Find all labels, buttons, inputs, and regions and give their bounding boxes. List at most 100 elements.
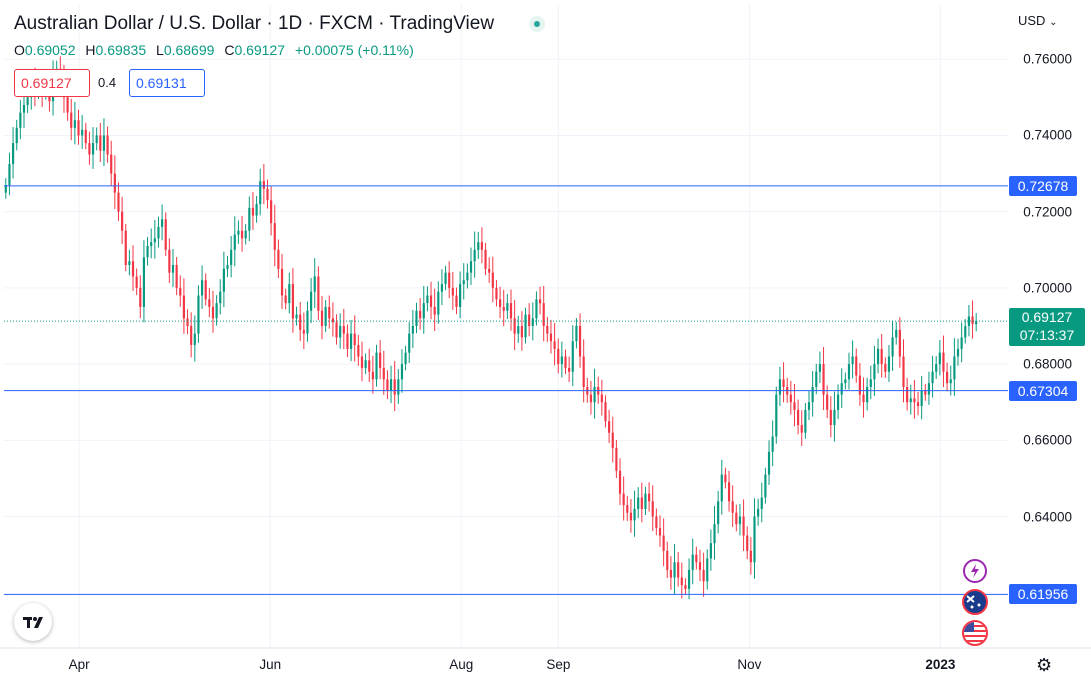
candle (898, 317, 901, 368)
candle (880, 334, 883, 378)
candle-body (19, 112, 22, 128)
candle-body (927, 383, 931, 395)
candle (717, 491, 720, 534)
candle-body (640, 497, 643, 509)
candle-body (720, 474, 723, 502)
candle-body (822, 364, 825, 395)
candle-body (15, 127, 18, 144)
candle-body (349, 333, 353, 349)
candle-body (415, 310, 418, 326)
candle-body (4, 185, 7, 193)
candle (139, 275, 142, 319)
candle (328, 295, 331, 329)
candle-body (240, 230, 244, 239)
candle-body (713, 524, 716, 544)
candle (179, 275, 182, 307)
candle (368, 348, 371, 383)
candle (77, 109, 80, 145)
candle-body (564, 356, 567, 368)
candle (920, 375, 923, 420)
candle-body (538, 299, 542, 304)
candle-body (826, 394, 829, 410)
lightning-event-icon[interactable] (963, 559, 987, 583)
candle-body (266, 188, 269, 201)
candle-body (335, 322, 338, 338)
candle (946, 362, 949, 392)
candle-body (898, 329, 901, 357)
market-status-icon[interactable] (529, 16, 545, 32)
candle-body (179, 287, 182, 296)
candle (142, 240, 146, 323)
candle (942, 335, 945, 388)
candle-body (709, 543, 712, 559)
candle (633, 490, 636, 537)
close-value: 0.69127 (234, 42, 286, 58)
candle-body (426, 295, 429, 304)
candle-body (117, 192, 120, 212)
candle (128, 249, 131, 276)
close-label: C (224, 42, 235, 58)
candle (618, 458, 622, 505)
candle-body (658, 527, 662, 536)
candle (578, 313, 582, 368)
candle (517, 315, 520, 343)
candle-body (433, 306, 436, 315)
candle (775, 386, 778, 444)
us-flag-icon[interactable] (962, 620, 988, 646)
candle (168, 238, 171, 283)
candle-body (731, 501, 734, 513)
candle (233, 216, 236, 267)
candle (902, 339, 905, 403)
candle-body (767, 451, 771, 475)
candle-body (473, 249, 476, 262)
candle (611, 416, 614, 463)
tradingview-logo-icon[interactable] (14, 603, 52, 641)
candle (357, 334, 360, 366)
candle (280, 253, 284, 309)
candle-body (451, 287, 454, 296)
candle-body (448, 272, 451, 288)
au-flag-icon[interactable] (962, 589, 988, 615)
candle (240, 215, 244, 252)
candle (822, 346, 825, 411)
candle (113, 155, 116, 210)
candle-body (935, 364, 938, 372)
gear-icon[interactable]: ⚙ (1036, 655, 1053, 675)
candle-body (956, 348, 960, 357)
candle-body (440, 284, 444, 292)
candle (200, 265, 204, 309)
high-value: 0.69835 (95, 42, 147, 58)
candle-body (66, 97, 69, 113)
candle (389, 365, 393, 404)
candle (891, 321, 894, 371)
buy-button[interactable]: 0.69131 (129, 69, 205, 97)
candle (629, 499, 633, 533)
candle-body (84, 129, 87, 144)
candle (371, 355, 374, 394)
candle-body (608, 421, 611, 433)
currency-selector[interactable]: USD ⌄ (1018, 13, 1057, 28)
candle-body (844, 379, 847, 384)
candle (549, 319, 553, 354)
sell-button[interactable]: 0.69127 (14, 69, 90, 97)
candle (364, 353, 367, 375)
candle-body (669, 569, 672, 578)
candle (782, 362, 785, 403)
candle-body (168, 249, 171, 273)
candle-body (437, 291, 440, 315)
x-tick-label: Aug (449, 657, 474, 672)
candle-body (124, 230, 127, 266)
candle-body (706, 558, 709, 582)
candle-body (222, 268, 225, 292)
candle-body (775, 394, 778, 437)
candle-body (724, 474, 727, 483)
candle-body (506, 303, 509, 311)
candle-body (906, 386, 909, 403)
candle-body (807, 402, 811, 410)
grid (4, 4, 1008, 648)
candle-body (589, 394, 593, 403)
last-price-label: 0.69127 07:13:37 (1009, 308, 1085, 347)
candle-body (549, 333, 553, 342)
